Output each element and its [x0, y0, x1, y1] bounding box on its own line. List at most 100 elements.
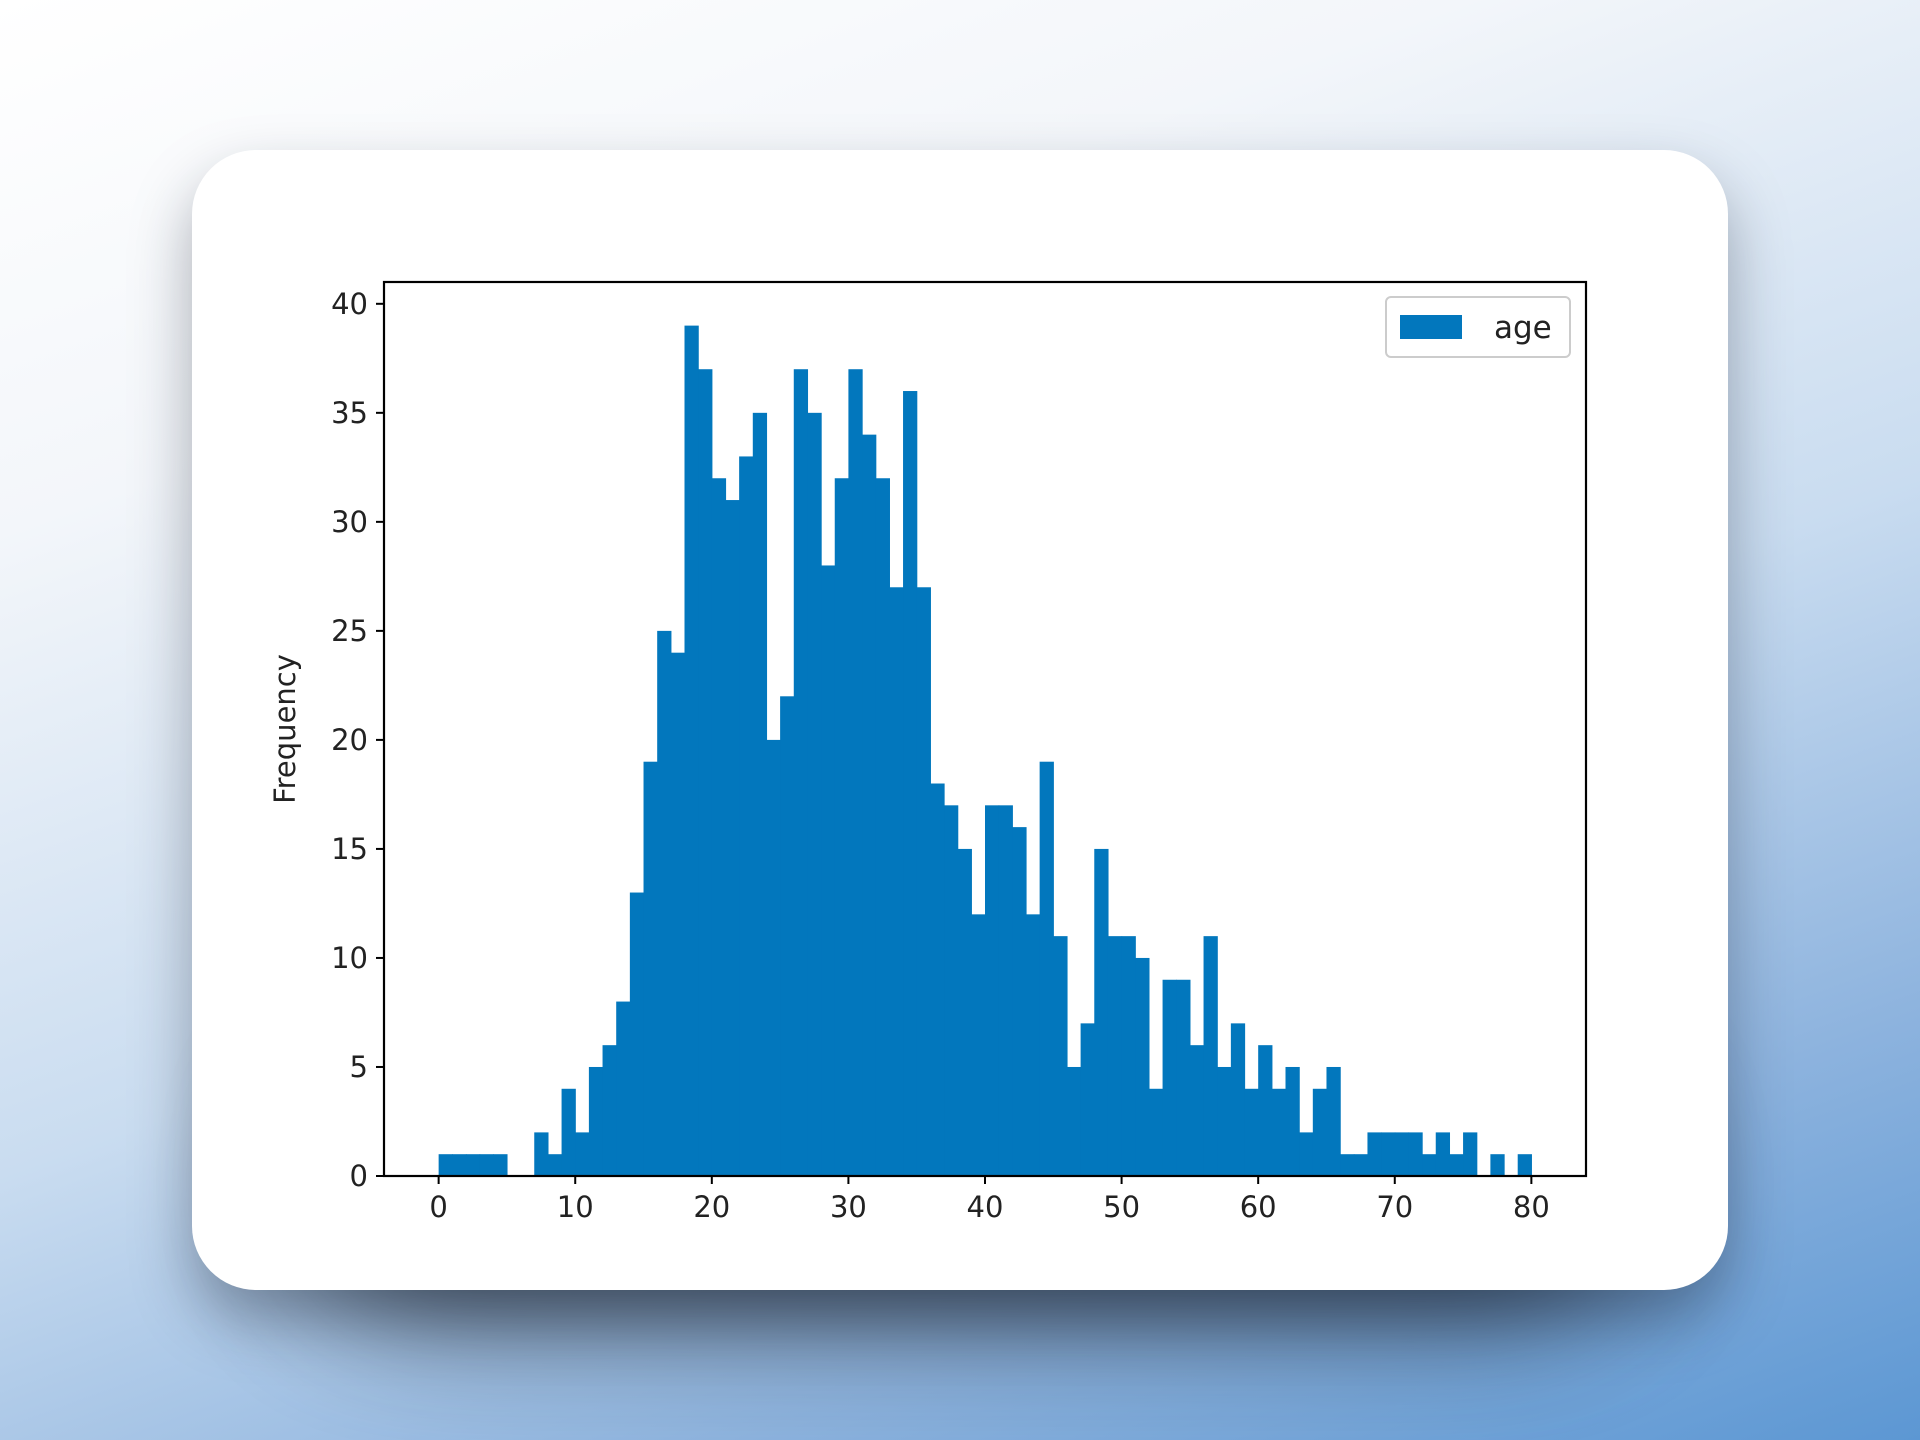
histogram-bar	[807, 412, 822, 1177]
histogram-bar	[1053, 936, 1068, 1176]
histogram-bar	[957, 848, 972, 1176]
histogram-bar	[1066, 1066, 1082, 1176]
histogram-bar	[452, 1154, 467, 1176]
y-tick-label: 15	[331, 832, 368, 866]
x-tick-label: 0	[429, 1190, 447, 1224]
x-tick-label: 20	[693, 1190, 730, 1224]
histogram-bar	[1121, 936, 1136, 1176]
y-axis: 0 5 10 15 20 25 30 35 40	[331, 287, 384, 1193]
histogram-bar	[725, 500, 740, 1176]
histogram-bar	[1244, 1088, 1259, 1176]
y-tick-label: 20	[331, 723, 368, 757]
y-axis-title: Frequency	[268, 654, 302, 804]
histogram-bar	[588, 1066, 604, 1176]
histogram-bar	[1285, 1066, 1300, 1176]
histogram-bar	[547, 1154, 563, 1176]
histogram-bar	[1435, 1132, 1451, 1176]
histogram-bar	[1080, 1023, 1095, 1176]
histogram-bar	[889, 587, 904, 1176]
histogram-bar	[479, 1154, 494, 1176]
x-tick-label: 30	[830, 1190, 867, 1224]
histogram-bar	[1094, 848, 1109, 1176]
x-tick-label: 60	[1240, 1190, 1277, 1224]
x-tick-label: 50	[1103, 1190, 1140, 1224]
y-tick-label: 35	[331, 396, 368, 430]
histogram-bar	[1025, 914, 1041, 1176]
histogram-bars	[438, 325, 1532, 1177]
histogram-bar	[1394, 1132, 1410, 1176]
y-tick-label: 0	[350, 1159, 368, 1193]
histogram-bar	[930, 783, 945, 1176]
histogram-bar	[1203, 936, 1218, 1176]
histogram-bar	[602, 1045, 617, 1176]
histogram-bar	[657, 630, 672, 1176]
x-axis: 0 10 20 30 40 50 60 70 80	[429, 1176, 1550, 1224]
histogram-bar	[1463, 1132, 1478, 1176]
legend: age	[1385, 296, 1571, 358]
histogram-bar	[821, 565, 836, 1176]
histogram-bar	[534, 1132, 549, 1176]
x-tick-label: 70	[1376, 1190, 1413, 1224]
histogram-bar	[1449, 1154, 1464, 1176]
histogram-bar	[1148, 1088, 1164, 1176]
histogram-bar	[1422, 1154, 1437, 1176]
histogram-bar	[670, 652, 686, 1176]
histogram-bar	[998, 805, 1013, 1176]
histogram-bar	[438, 1154, 453, 1176]
histogram-bar	[1039, 761, 1054, 1176]
histogram-bar	[561, 1088, 576, 1176]
legend-swatch-age	[1400, 315, 1462, 339]
histogram-bar	[1176, 979, 1191, 1176]
histogram-bar	[1135, 957, 1150, 1176]
histogram-bar	[985, 805, 1000, 1176]
histogram-bar	[616, 1001, 631, 1176]
histogram-bar	[1367, 1132, 1382, 1176]
histogram-bar	[944, 805, 959, 1176]
histogram-bar	[1312, 1088, 1328, 1176]
histogram-bar	[1340, 1154, 1355, 1176]
x-tick-label: 10	[557, 1190, 594, 1224]
histogram-bar	[1230, 1023, 1246, 1176]
histogram-bar	[629, 892, 645, 1176]
y-tick-label: 30	[331, 505, 368, 539]
y-tick-label: 10	[331, 941, 368, 975]
legend-box	[1385, 296, 1571, 358]
histogram-bar	[465, 1154, 481, 1176]
histogram-bar	[1162, 979, 1177, 1176]
histogram-bar	[1189, 1045, 1205, 1176]
histogram-bar	[1326, 1066, 1341, 1176]
histogram-bar	[698, 369, 713, 1177]
histogram-bar	[848, 369, 863, 1177]
histogram-bar	[903, 391, 918, 1176]
histogram-bar	[711, 478, 727, 1176]
x-tick-label: 40	[967, 1190, 1004, 1224]
histogram-bar	[780, 696, 795, 1176]
histogram-bar	[684, 325, 699, 1176]
histogram-bar	[739, 456, 754, 1176]
histogram-bar	[1299, 1132, 1314, 1176]
histogram-bar	[875, 478, 890, 1176]
histogram-bar	[1258, 1045, 1273, 1176]
histogram-bar	[1217, 1066, 1232, 1176]
histogram-bar	[752, 412, 768, 1177]
histogram-bar	[1271, 1088, 1287, 1176]
histogram-bar	[916, 587, 931, 1176]
histogram-bar	[834, 478, 850, 1176]
y-tick-label: 40	[331, 287, 368, 321]
histogram-bar	[493, 1154, 508, 1176]
histogram-bar	[1517, 1154, 1532, 1176]
histogram-bar	[1490, 1154, 1505, 1176]
histogram-bar	[1353, 1154, 1369, 1176]
histogram-bar	[643, 761, 658, 1176]
histogram-bar	[1012, 827, 1027, 1176]
x-tick-label: 80	[1513, 1190, 1550, 1224]
histogram-bar	[575, 1132, 590, 1176]
histogram-bar	[971, 914, 986, 1176]
histogram-bar	[862, 434, 877, 1176]
y-tick-label: 5	[350, 1050, 368, 1084]
histogram-bar	[1107, 936, 1123, 1176]
y-tick-label: 25	[331, 614, 368, 648]
histogram-bar	[766, 739, 781, 1176]
histogram-bar	[1381, 1132, 1396, 1176]
